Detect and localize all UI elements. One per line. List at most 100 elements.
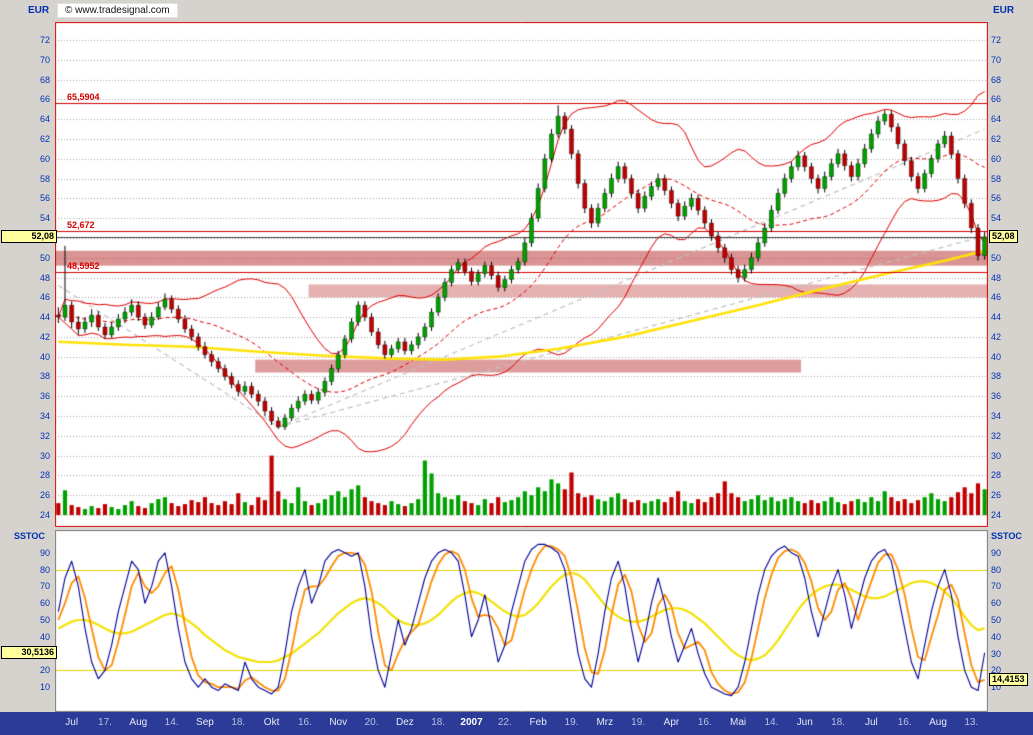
price-tick-label-right: 38: [991, 371, 1002, 382]
price-tick-label-left: 56: [39, 193, 50, 204]
price-tick-label-left: 46: [39, 292, 50, 303]
price-tick-label-right: 68: [991, 74, 1002, 85]
time-axis-label: 19.: [631, 717, 646, 728]
sstoc-tick-label-right: 80: [991, 564, 1002, 575]
time-axis-label: 17.: [98, 717, 112, 728]
price-tick-label-left: 34: [39, 411, 50, 422]
level-label: 65,5904: [67, 92, 100, 103]
price-tick-label-right: 66: [991, 94, 1002, 105]
time-axis: [0, 712, 1033, 735]
sstoc-tick-label-left: 80: [39, 564, 50, 575]
time-axis-label: 22.: [497, 717, 512, 728]
time-axis-label: Feb: [529, 717, 547, 728]
price-tick-label-left: 42: [39, 331, 50, 342]
time-axis-label: 16.: [697, 717, 712, 728]
price-tick-label-left: 70: [39, 54, 50, 65]
price-tick-label-left: 48: [39, 272, 50, 283]
price-tick-label-left: 58: [39, 173, 50, 184]
price-tick-label-right: 42: [991, 331, 1002, 342]
level-label: 48,5952: [67, 260, 100, 271]
sstoc-panel-label-right: SSTOC: [991, 531, 1022, 541]
price-chart-canvas[interactable]: [55, 22, 988, 527]
price-tick-label-right: 44: [991, 312, 1002, 323]
sstoc-tick-label-left: 60: [39, 598, 50, 609]
time-axis-label: Mrz: [596, 717, 614, 728]
sstoc-tick-label-right: 70: [991, 581, 1002, 592]
price-tick-label-right: 62: [991, 133, 1002, 144]
price-tick-label-left: 38: [39, 371, 50, 382]
time-axis-label: 18.: [431, 717, 446, 728]
price-tick-label-right: 32: [991, 430, 1002, 441]
price-tick-label-left: 28: [39, 470, 50, 481]
price-tick-label-left: 32: [39, 430, 50, 441]
price-tick-label-left: 30: [39, 450, 50, 461]
price-tick-label-right: 30: [991, 450, 1002, 461]
sstoc-tick-label-right: 90: [991, 547, 1002, 558]
time-axis-label: 19.: [564, 717, 579, 728]
price-tick-label-right: 72: [991, 35, 1002, 45]
price-tick-label-left: 26: [39, 490, 50, 501]
sstoc-tick-label-left: 90: [39, 547, 50, 558]
price-tick-label-left: 72: [39, 35, 50, 45]
sstoc-tick-label-right: 40: [991, 631, 1002, 642]
sstoc-chart-canvas[interactable]: [55, 530, 988, 712]
price-tick-label-right: 50: [991, 252, 1002, 263]
sstoc-tick-label-left: 50: [39, 615, 50, 625]
time-axis-label: 13.: [964, 717, 979, 728]
time-axis-label: 14.: [164, 717, 179, 728]
price-tick-label-left: 66: [39, 94, 50, 105]
price-tick-label-right: 36: [991, 391, 1002, 402]
price-tick-label-right: 60: [991, 153, 1002, 164]
time-axis-label: Jul: [65, 717, 79, 728]
price-tick-label-right: 48: [991, 272, 1002, 283]
time-axis-label: 16.: [297, 717, 312, 728]
time-axis-label: Sep: [196, 717, 214, 728]
price-tick-label-right: 46: [991, 292, 1002, 303]
price-tick-label-right: 56: [991, 193, 1002, 204]
time-axis-label: Okt: [263, 717, 280, 728]
current-price-marker-right: 52,08: [989, 230, 1018, 244]
sstoc-tick-label-right: 50: [991, 615, 1002, 625]
price-tick-label-right: 26: [991, 490, 1002, 501]
price-tick-label-right: 28: [991, 470, 1002, 481]
price-tick-label-right: 34: [991, 411, 1002, 422]
current-price-marker-left: 52,08: [1, 230, 57, 244]
sstoc-panel-label-left: SSTOC: [14, 531, 45, 541]
time-axis-label: 14.: [764, 717, 779, 728]
time-axis-label: Aug: [129, 717, 148, 728]
time-axis-label: 2007: [460, 717, 483, 728]
time-axis-label: Aug: [929, 717, 947, 728]
time-axis-label: Nov: [329, 717, 348, 728]
sstoc-tick-label-left: 20: [39, 665, 50, 676]
sstoc-tick-label-right: 10: [991, 682, 1002, 693]
right-axis-currency-label: EUR: [993, 5, 1015, 16]
price-tick-label-left: 60: [39, 153, 50, 164]
time-axis-label: 20.: [364, 717, 379, 728]
sstoc-tick-label-left: 70: [39, 581, 50, 592]
sstoc-tick-label-right: 20: [991, 665, 1002, 676]
price-tick-label-left: 62: [39, 133, 50, 144]
price-tick-label-left: 36: [39, 391, 50, 402]
sstoc-current-marker-left: 30,5136: [1, 645, 57, 659]
price-tick-label-left: 50: [39, 252, 50, 263]
time-axis-label: Dez: [395, 717, 414, 728]
price-tick-label-left: 68: [39, 74, 50, 85]
time-axis-label: Mai: [730, 717, 747, 728]
sstoc-tick-label-left: 10: [39, 682, 50, 693]
price-tick-label-left: 24: [39, 510, 50, 520]
left-axis-currency-label: EUR: [28, 5, 50, 16]
time-axis-label: Jul: [864, 717, 878, 728]
time-axis-label: Jun: [796, 717, 813, 728]
copyright-badge: © www.tradesignal.com: [57, 3, 178, 18]
price-tick-label-right: 70: [991, 54, 1002, 65]
time-axis-label: 16.: [897, 717, 912, 728]
level-label: 52,672: [67, 220, 95, 231]
price-tick-label-right: 58: [991, 173, 1002, 184]
time-axis-label: Apr: [663, 717, 680, 728]
time-axis-label: 18.: [231, 717, 246, 728]
price-tick-label-left: 44: [39, 312, 50, 323]
price-tick-label-left: 64: [39, 114, 50, 125]
price-tick-label-right: 54: [991, 213, 1002, 224]
price-tick-label-right: 64: [991, 114, 1002, 125]
